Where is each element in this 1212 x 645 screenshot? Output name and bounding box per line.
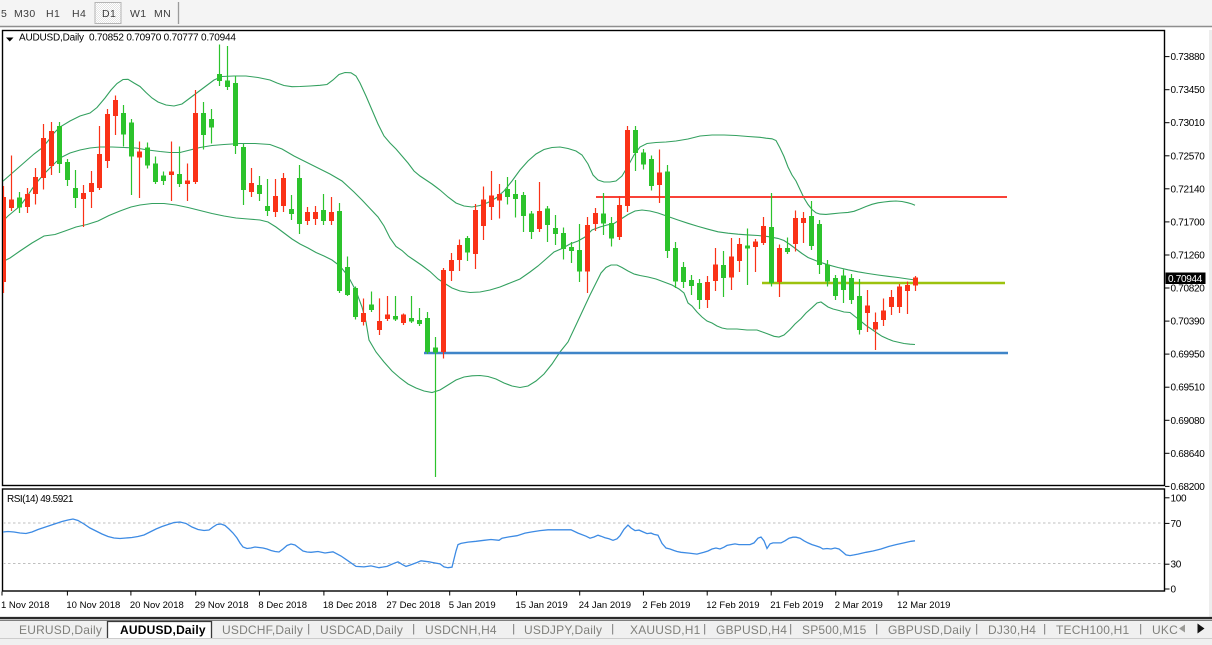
svg-text:USDCAD,Daily: USDCAD,Daily [320,623,403,637]
svg-text:D1: D1 [102,8,116,20]
svg-text:MN: MN [154,8,171,20]
svg-text:W1: W1 [130,8,147,20]
svg-text:AUDUSD,Daily 0.70852 0.70970: AUDUSD,Daily 0.70852 0.70970 0.70777 0.7… [19,33,236,44]
svg-text:0.71260: 0.71260 [1171,251,1206,262]
svg-text:0.69950: 0.69950 [1171,350,1206,361]
svg-text:0.69510: 0.69510 [1171,383,1206,394]
svg-text:27 Dec 2018: 27 Dec 2018 [386,600,440,611]
svg-text:GBPUSD,H4: GBPUSD,H4 [716,623,787,637]
svg-text:TECH100,H1: TECH100,H1 [1056,623,1129,637]
svg-text:M30: M30 [14,8,36,20]
svg-text:UKC: UKC [1152,623,1178,637]
svg-text:AUDUSD,Daily: AUDUSD,Daily [120,623,206,637]
svg-text:20 Nov 2018: 20 Nov 2018 [130,600,184,611]
svg-text:12 Mar 2019: 12 Mar 2019 [897,600,950,611]
svg-text:24 Jan 2019: 24 Jan 2019 [579,600,631,611]
svg-text:0.70944: 0.70944 [1168,274,1203,285]
svg-text:70: 70 [1171,519,1182,530]
svg-text:29 Nov 2018: 29 Nov 2018 [195,600,249,611]
svg-text:GBPUSD,Daily: GBPUSD,Daily [888,623,971,637]
svg-text:5: 5 [1,8,7,20]
svg-text:EURUSD,Daily: EURUSD,Daily [19,623,102,637]
svg-text:0.73880: 0.73880 [1171,52,1206,63]
svg-text:0.73010: 0.73010 [1171,118,1206,129]
svg-text:0.68200: 0.68200 [1171,482,1206,493]
svg-text:USDJPY,Daily: USDJPY,Daily [524,623,602,637]
svg-text:SP500,M15: SP500,M15 [802,623,867,637]
svg-text:0.68640: 0.68640 [1171,449,1206,460]
svg-text:USDCHF,Daily: USDCHF,Daily [222,623,303,637]
svg-text:12 Feb 2019: 12 Feb 2019 [706,600,759,611]
svg-text:0.73450: 0.73450 [1171,85,1206,96]
svg-text:0.69080: 0.69080 [1171,416,1206,427]
svg-text:0.70820: 0.70820 [1171,284,1206,295]
svg-text:0.72570: 0.72570 [1171,151,1206,162]
svg-text:21 Feb 2019: 21 Feb 2019 [770,600,823,611]
svg-text:15 Jan 2019: 15 Jan 2019 [516,600,568,611]
svg-text:USDCNH,H4: USDCNH,H4 [425,623,497,637]
svg-text:H1: H1 [46,8,60,20]
svg-text:0: 0 [1171,585,1177,596]
svg-text:DJ30,H4: DJ30,H4 [988,623,1036,637]
svg-text:10 Nov 2018: 10 Nov 2018 [66,600,120,611]
svg-text:0.70390: 0.70390 [1171,317,1206,328]
svg-text:0.72140: 0.72140 [1171,184,1206,195]
svg-text:H4: H4 [72,8,86,20]
svg-text:2 Feb 2019: 2 Feb 2019 [642,600,690,611]
svg-text:0.71700: 0.71700 [1171,217,1206,228]
svg-text:8 Dec 2018: 8 Dec 2018 [258,600,307,611]
svg-text:5 Jan 2019: 5 Jan 2019 [449,600,496,611]
svg-text:18 Dec 2018: 18 Dec 2018 [323,600,377,611]
svg-text:XAUUSD,H1: XAUUSD,H1 [630,623,701,637]
svg-text:1 Nov 2018: 1 Nov 2018 [1,600,50,611]
svg-text:30: 30 [1171,560,1182,571]
svg-text:2 Mar 2019: 2 Mar 2019 [835,600,883,611]
svg-text:100: 100 [1171,493,1188,504]
svg-text:RSI(14) 49.5921: RSI(14) 49.5921 [7,494,74,505]
